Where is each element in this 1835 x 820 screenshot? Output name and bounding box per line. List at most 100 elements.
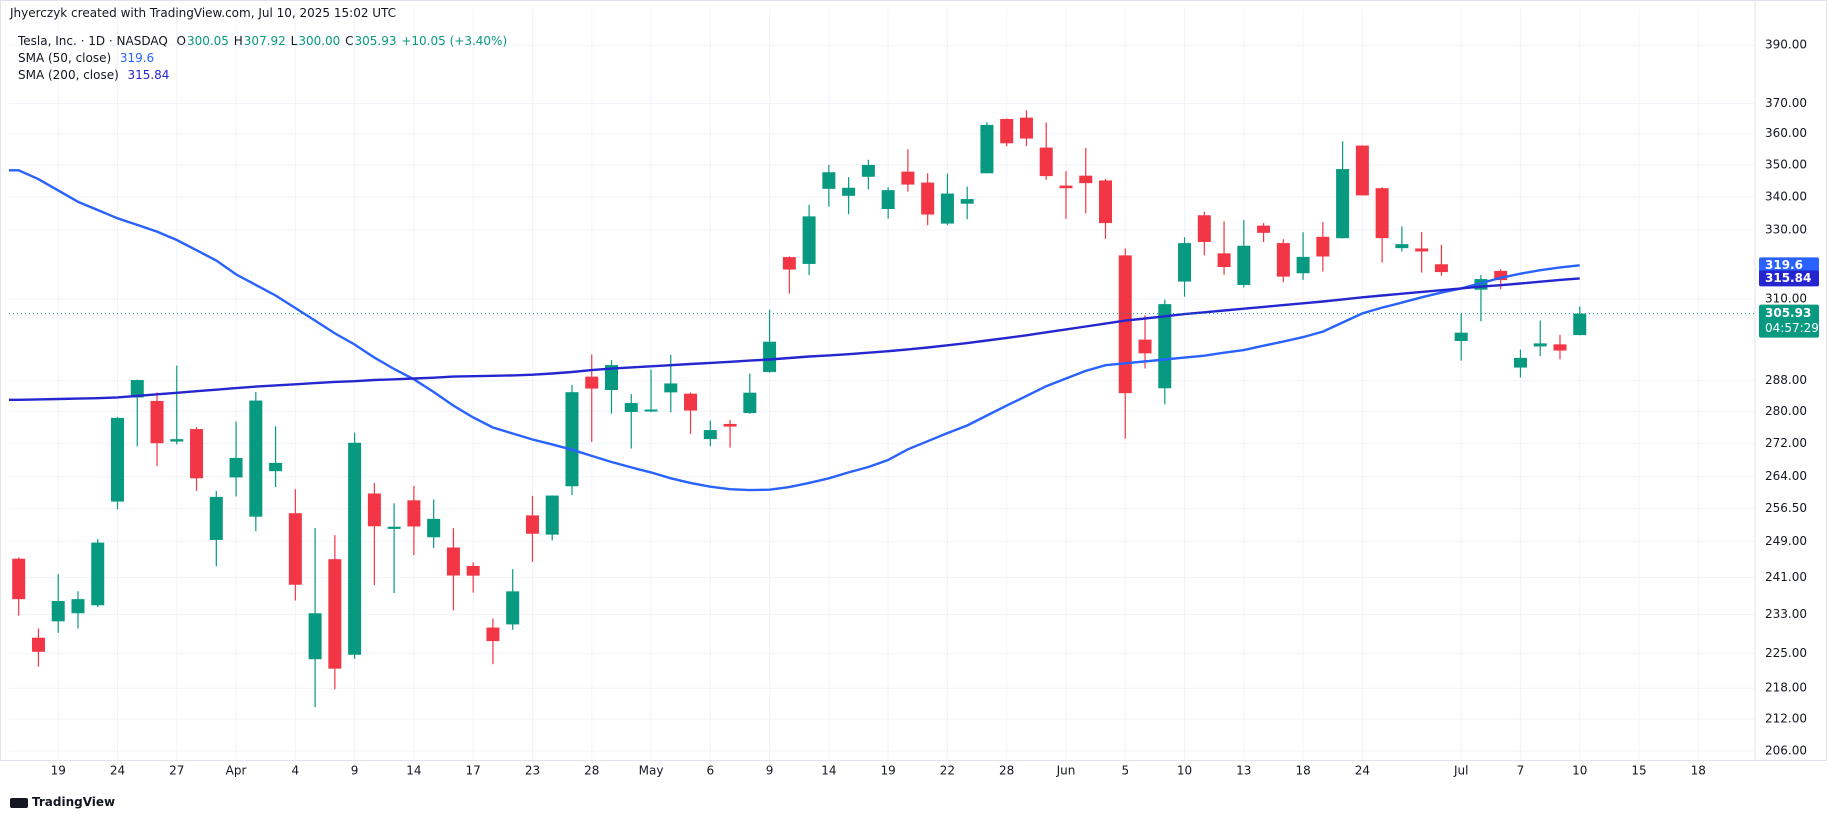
credit-text: Jhyerczyk created with TradingView.com, … (10, 6, 397, 20)
candle-body (111, 417, 124, 502)
candle-body (1276, 243, 1290, 277)
price-box-label: 319.6 (1765, 258, 1803, 272)
x-tick-label: 19 (880, 764, 895, 778)
candle-body (506, 591, 520, 625)
x-tick-label: 19 (51, 764, 66, 778)
candle-body (901, 171, 915, 185)
legend-ohlc: Tesla, Inc. · 1D · NASDAQ O300.05 H307.9… (18, 34, 508, 48)
y-tick-label: 218.00 (1765, 681, 1807, 695)
credit: Jhyerczyk created with TradingView.com, … (10, 6, 397, 20)
candle-body (684, 393, 698, 411)
y-tick-label: 225.00 (1765, 646, 1807, 660)
candle-body (1316, 236, 1330, 257)
legend-open: 300.05 (186, 34, 229, 48)
candle-body (150, 400, 164, 444)
candle-body (51, 601, 65, 622)
price-box (1759, 270, 1819, 287)
candle-body (723, 423, 737, 427)
candle-body (1533, 343, 1547, 347)
legend-value: 315.84 (127, 68, 170, 82)
y-tick-label: 280.00 (1765, 404, 1807, 418)
legend-name: SMA (200, close) (18, 68, 119, 82)
candle-body (861, 164, 875, 177)
candle-body (664, 383, 678, 393)
x-tick-label: 10 (1177, 764, 1192, 778)
legend-sma200: SMA (200, close) 315.84 (18, 68, 170, 82)
candle-body (605, 365, 618, 391)
candle-body (1434, 264, 1448, 273)
x-tick-label: 14 (406, 764, 421, 778)
candle-body (71, 599, 85, 614)
x-tick-label: Apr (226, 764, 247, 778)
y-tick-label: 340.00 (1765, 189, 1807, 203)
candle-body (1415, 248, 1429, 252)
logo-text: TradingView (32, 795, 116, 809)
candle-body (743, 392, 757, 414)
candle-body (387, 526, 401, 529)
x-tick-label: 15 (1631, 764, 1646, 778)
y-tick-label: 212.00 (1765, 712, 1807, 726)
candle-body (1059, 185, 1073, 189)
y-tick-label: 330.00 (1765, 222, 1807, 236)
candle-body (1079, 175, 1093, 184)
candle-body (1355, 145, 1369, 196)
x-tick-label: 28 (999, 764, 1014, 778)
y-tick-label: 256.50 (1765, 501, 1807, 515)
candle-body (486, 627, 500, 642)
candle-body (980, 124, 994, 174)
price-box-label: 305.93 (1765, 306, 1811, 320)
x-tick-label: 18 (1295, 764, 1310, 778)
candle-body (1296, 256, 1310, 274)
y-tick-label: 233.00 (1765, 607, 1807, 621)
candle-body (1039, 147, 1053, 177)
y-tick-label: 249.00 (1765, 534, 1807, 548)
x-tick-label: 13 (1236, 764, 1251, 778)
x-tick-label: 24 (1355, 764, 1370, 778)
candle-body (407, 500, 421, 527)
candle-body (288, 513, 302, 585)
candle-body (802, 216, 816, 264)
x-tick-label: 9 (766, 764, 774, 778)
x-tick-label: 23 (525, 764, 540, 778)
candle-body (1395, 244, 1409, 249)
candle-body (1513, 357, 1527, 368)
candle-body (348, 442, 362, 655)
candle-body (624, 403, 638, 412)
candle-body (1336, 169, 1350, 239)
candle-body (782, 257, 796, 270)
candle-body (91, 542, 105, 606)
x-tick-label: 6 (706, 764, 714, 778)
candle-body (249, 400, 263, 517)
candle-body (842, 187, 856, 196)
y-tick-label: 360.00 (1765, 126, 1807, 140)
candle-body (1118, 255, 1132, 394)
candle-body (269, 462, 283, 472)
candle-body (1553, 344, 1567, 351)
candle-body (1138, 339, 1152, 354)
candle-body (565, 392, 579, 487)
x-tick-label: 22 (940, 764, 955, 778)
candle-body (130, 380, 144, 398)
candle-body (1454, 332, 1468, 341)
logo: TradingView (10, 795, 116, 809)
candle-body (644, 409, 658, 412)
candle-body (308, 613, 322, 660)
candle-body (545, 495, 559, 535)
candle-body (1375, 188, 1389, 239)
candle-body (446, 547, 460, 576)
x-tick-label: 14 (821, 764, 836, 778)
candle-body (1474, 279, 1488, 290)
candle-body (1217, 253, 1231, 268)
candle-body (1197, 215, 1211, 242)
candle-body (229, 457, 243, 478)
sma-line (9, 169, 1580, 492)
price-box-label: 315.84 (1765, 271, 1811, 285)
x-tick-label: Jun (1056, 764, 1076, 778)
candle-body (585, 376, 599, 389)
x-tick-label: 17 (466, 764, 481, 778)
symbol: Tesla, Inc. · 1D · NASDAQ (18, 34, 168, 48)
legend-letter: L (290, 34, 298, 48)
x-tick-label: May (639, 764, 664, 778)
candle-body (31, 637, 45, 652)
candle-body (190, 429, 204, 479)
